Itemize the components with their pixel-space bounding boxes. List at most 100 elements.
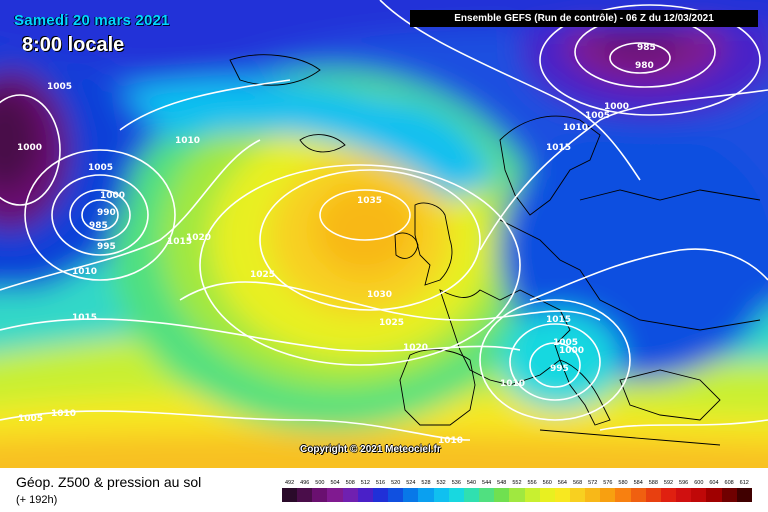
scale-swatch [494, 488, 510, 502]
pressure-label: 1000 [604, 102, 629, 112]
france-coast [439, 289, 571, 386]
z500-pressure-map: 1035 1030 1025 1025 1020 1020 1015 1015 … [0, 0, 768, 468]
scale-label: 568 [572, 480, 583, 486]
baltic-coast [579, 189, 761, 201]
scale-label: 580 [618, 480, 628, 486]
scale-swatch [645, 488, 661, 502]
pressure-label: 1010 [438, 436, 463, 446]
pressure-label: 995 [97, 242, 116, 252]
scale-label: 596 [679, 480, 689, 486]
pressure-label: 1015 [167, 237, 192, 247]
pressure-label: 1010 [72, 267, 97, 277]
pressure-label: 1010 [500, 379, 525, 389]
faroe-coast [299, 134, 346, 153]
scale-label: 584 [633, 480, 643, 486]
scale-label: 512 [360, 480, 370, 486]
scale-swatch [357, 488, 373, 502]
pressure-label: 985 [637, 43, 656, 53]
scandinavia-coast [499, 115, 601, 216]
scale-swatch [721, 488, 737, 502]
scale-swatch [479, 488, 495, 502]
scale-swatch [600, 488, 616, 502]
scale-swatch [554, 488, 570, 502]
forecast-date: Samedi 20 mars 2021 [14, 12, 170, 29]
scale-label: 560 [542, 480, 552, 486]
scale-label: 500 [315, 480, 325, 486]
pressure-label: 1025 [250, 270, 275, 280]
scale-swatch [539, 488, 555, 502]
scale-swatches [282, 488, 752, 502]
scale-label: 564 [557, 480, 567, 486]
scale-label: 600 [694, 480, 704, 486]
scale-swatch [706, 488, 722, 502]
scale-swatch [282, 488, 298, 502]
scale-swatch [342, 488, 358, 502]
pressure-label: 1030 [367, 290, 392, 300]
pressure-label: 980 [635, 61, 654, 71]
central-europe-borders [499, 219, 761, 331]
pressure-label: 1000 [17, 143, 42, 153]
scale-label: 548 [497, 480, 507, 486]
scale-label: 504 [330, 480, 340, 486]
scale-swatch [297, 488, 313, 502]
scale-swatch [433, 488, 449, 502]
scale-label: 528 [421, 480, 431, 486]
pressure-label: 1015 [546, 143, 571, 153]
pressure-label: 990 [97, 208, 116, 218]
scale-label: 496 [300, 480, 310, 486]
scale-swatch [312, 488, 328, 502]
iberia-coast [399, 349, 476, 426]
forecast-hour: (+ 192h) [16, 494, 58, 506]
scale-swatch [630, 488, 646, 502]
z500-color-scale: 492 496 500 504 508 512 516 520 524 528 532 536 540 5… [282, 478, 752, 502]
scale-label: 576 [603, 480, 613, 486]
scale-label: 592 [663, 480, 674, 486]
model-run-label: Ensemble GEFS (Run de contrôle) - 06 Z d… [410, 10, 758, 27]
scale-label: 544 [482, 480, 492, 486]
pressure-label: 1020 [186, 233, 211, 243]
scale-label: 536 [451, 480, 461, 486]
italy-coast [559, 359, 611, 426]
scale-swatch [736, 488, 752, 502]
scale-label: 612 [739, 480, 749, 486]
north-africa-coast [539, 429, 721, 446]
pressure-label: 1005 [88, 163, 113, 173]
scale-swatch [676, 488, 692, 502]
pressure-label: 985 [89, 221, 108, 231]
pressure-label: 1005 [585, 111, 610, 121]
scale-label: 608 [724, 480, 734, 486]
pressure-label: 1005 [553, 338, 578, 348]
pressure-label: 1010 [175, 136, 200, 146]
scale-swatch [691, 488, 707, 502]
pressure-label: 995 [550, 364, 569, 374]
scale-label: 532 [436, 480, 446, 486]
scale-swatch [327, 488, 343, 502]
scale-label: 508 [345, 480, 355, 486]
pressure-label: 1025 [379, 318, 404, 328]
scale-swatch [463, 488, 480, 502]
copyright-notice: Copyright © 2021 Meteociel.fr [300, 444, 441, 455]
scale-label: 552 [512, 480, 522, 486]
geopotential-field [0, 0, 768, 468]
scale-label: 588 [648, 480, 658, 486]
scale-label: 524 [406, 480, 416, 486]
scale-label: 572 [588, 480, 598, 486]
scale-swatch [403, 488, 419, 502]
scale-swatch [388, 488, 404, 502]
scale-label: 520 [391, 480, 401, 486]
pressure-label: 1005 [47, 82, 72, 92]
ireland-coast [394, 232, 419, 259]
scale-swatch [524, 488, 540, 502]
great-britain-coast [414, 202, 453, 286]
scale-label: 540 [466, 480, 477, 486]
scale-label: 556 [527, 480, 537, 486]
scale-swatch [615, 488, 631, 502]
pressure-label: 1000 [100, 191, 125, 201]
scale-swatch [418, 488, 434, 502]
pressure-label: 1015 [546, 315, 571, 325]
pressure-label: 1010 [563, 123, 588, 133]
scale-swatch [585, 488, 601, 502]
balkans-coast [619, 369, 721, 421]
pressure-label: 1010 [51, 409, 76, 419]
scale-swatch [660, 488, 677, 502]
